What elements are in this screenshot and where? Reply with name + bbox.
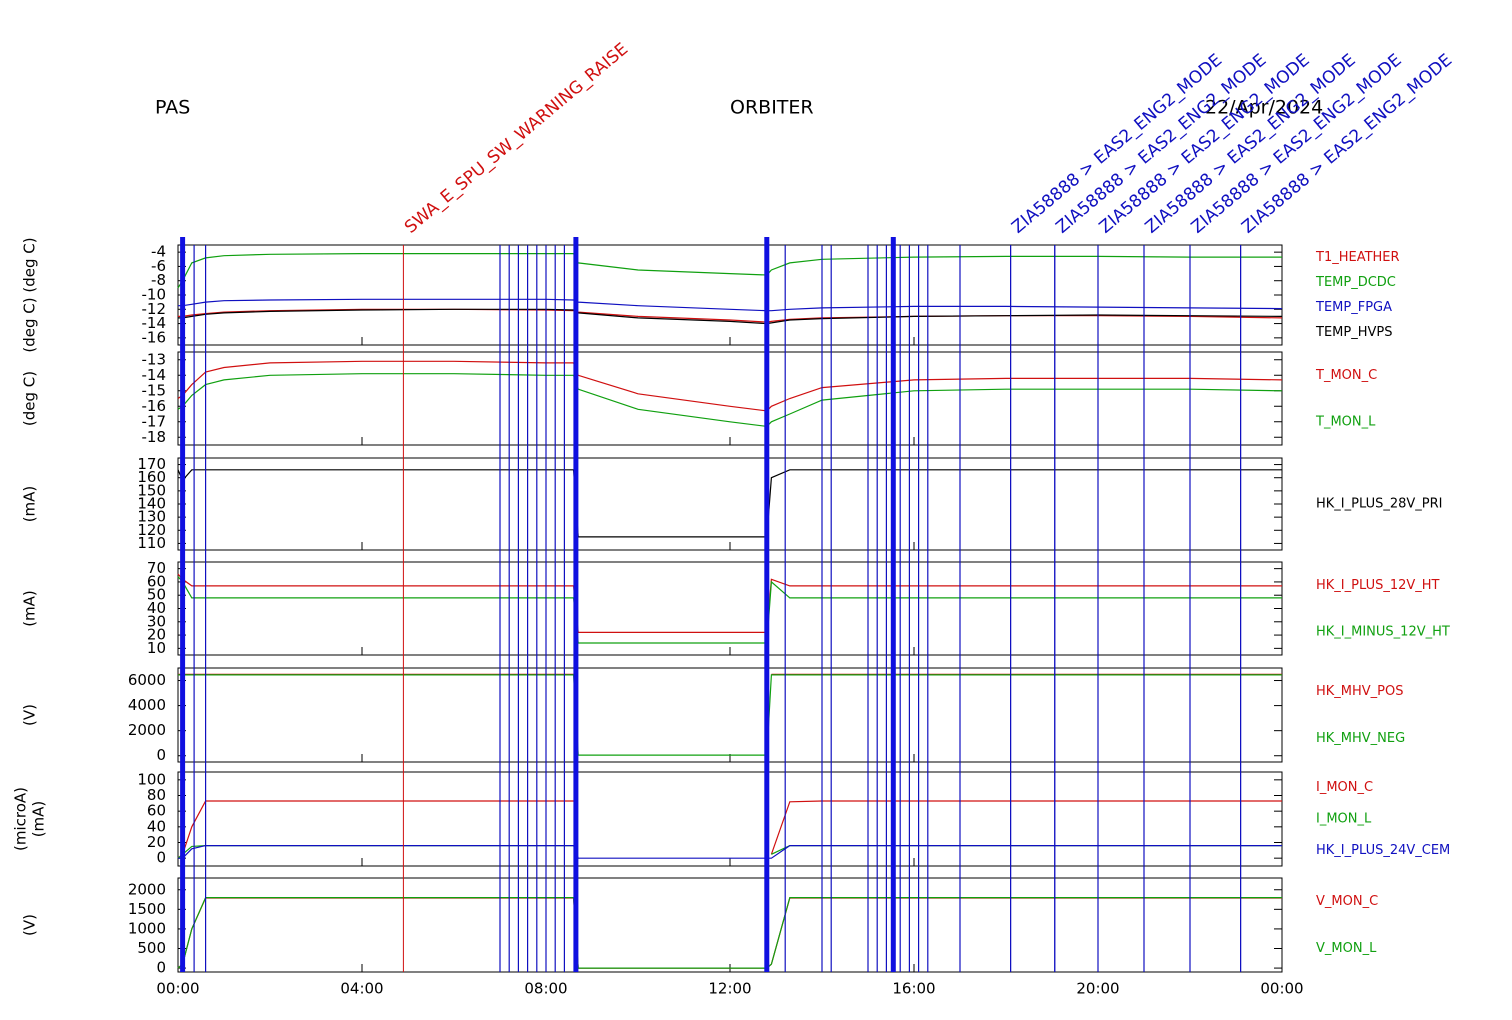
legend-entry: HK_I_PLUS_12V_HT [1316,578,1440,593]
y-tick-label: 60 [147,802,166,820]
panel-frame [177,244,1283,346]
legend-entry: TEMP_HVPS [1315,325,1392,340]
y-axis-label: (V) [21,914,39,936]
x-tick-label: 00:00 [156,980,199,998]
series-line [177,253,1282,289]
legend-entry: T1_HEATHER [1315,250,1400,265]
panel-frame [177,351,1283,446]
y-tick-label: -18 [142,428,167,446]
y-axis-label: (mA) [21,590,39,627]
legend-entry: HK_I_MINUS_12V_HT [1316,624,1450,639]
series-line [177,469,1282,538]
legend-entry: T_MON_L [1315,414,1376,429]
event-label: SWA_E_SPU_SW_WARNING_RAISE [401,39,632,237]
series-line [177,360,1283,412]
y-tick-label: 130 [137,508,166,526]
y-tick-label: 0 [156,849,166,867]
y-tick-label: 500 [137,939,166,957]
y-tick-label: 120 [137,521,166,539]
y-tick-label: 4000 [128,696,166,714]
legend-entry: I_MON_C [1316,780,1373,795]
x-tick-label: 00:00 [1260,980,1303,998]
x-tick-label: 20:00 [1076,980,1119,998]
panel-frame [177,771,1283,867]
y-tick-label: -12 [142,300,167,318]
y-axis-label: (V) [21,704,39,726]
panel-frame [177,667,1283,763]
y-tick-label: -6 [151,257,166,275]
y-tick-label: 1000 [128,919,166,937]
y-tick-label: -15 [142,381,167,399]
y-tick-label: 70 [147,559,166,577]
y-axis-label: (deg C) (deg C) [21,237,39,352]
y-tick-label: 10 [147,639,166,657]
y-tick-label: -13 [142,350,167,368]
series-line [177,845,1282,859]
x-tick-label: 16:00 [892,980,935,998]
y-tick-label: 110 [137,534,166,552]
y-tick-label: -16 [142,328,167,346]
legend-entry: T_MON_C [1315,368,1377,383]
y-tick-label: 1500 [128,900,166,918]
y-tick-label: 20 [147,626,166,644]
header-center: ORBITER [730,97,814,119]
y-tick-label: 40 [147,599,166,617]
panel-frame [177,561,1283,656]
legend-entry: HK_MHV_NEG [1316,731,1405,746]
y-tick-label: 170 [137,455,166,473]
y-axis-label: (deg C) [21,371,39,426]
series-line [177,373,1283,428]
y-tick-label: 20 [147,833,166,851]
y-tick-label: 60 [147,572,166,590]
x-tick-label: 04:00 [340,980,383,998]
panel-frame [177,457,1283,551]
y-tick-label: 40 [147,817,166,835]
legend-entry: HK_I_PLUS_28V_PRI [1316,497,1442,512]
y-tick-label: -14 [142,314,167,332]
series-line [177,576,1282,644]
y-tick-label: 100 [137,770,166,788]
y-tick-label: 6000 [128,671,166,689]
y-tick-label: 2000 [128,880,166,898]
y-tick-label: 50 [147,586,166,604]
y-tick-label: -10 [142,286,167,304]
legend-entry: TEMP_DCDC [1315,275,1396,290]
legend-entry: V_MON_C [1316,894,1378,909]
legend-entry: HK_MHV_POS [1316,684,1404,699]
y-tick-label: 150 [137,481,166,499]
panel-frame [177,877,1283,973]
y-tick-label: 80 [147,786,166,804]
series-line [177,897,1282,969]
header-left: PAS [155,97,190,119]
y-tick-label: 2000 [128,721,166,739]
x-tick-label: 12:00 [708,980,751,998]
series-line [177,897,1282,969]
y-tick-label: 140 [137,495,166,513]
y-axis-label: (microA) [12,787,30,851]
legend-entry: I_MON_L [1316,812,1372,827]
y-tick-label: -8 [151,271,166,289]
y-tick-label: -14 [142,366,167,384]
y-tick-label: 0 [156,746,166,764]
legend-entry: V_MON_L [1316,941,1377,956]
y-tick-label: -4 [151,243,166,261]
series-line [177,800,1282,859]
series-line [178,674,1282,756]
y-axis-label: (mA) [30,801,48,838]
y-tick-label: -17 [142,412,167,430]
y-tick-label: 0 [156,959,166,977]
y-axis-label: (mA) [21,486,39,523]
y-tick-label: 30 [147,612,166,630]
legend-entry: TEMP_FPGA [1315,300,1392,315]
legend-entry: HK_I_PLUS_24V_CEM [1316,843,1450,858]
y-tick-label: 160 [137,468,166,486]
header-right: 22/Apr/2024 [1205,97,1323,119]
y-tick-label: -16 [142,397,167,415]
x-tick-label: 08:00 [524,980,567,998]
series-line [177,573,1282,633]
series-line [178,845,1282,859]
series-line [178,308,1283,325]
